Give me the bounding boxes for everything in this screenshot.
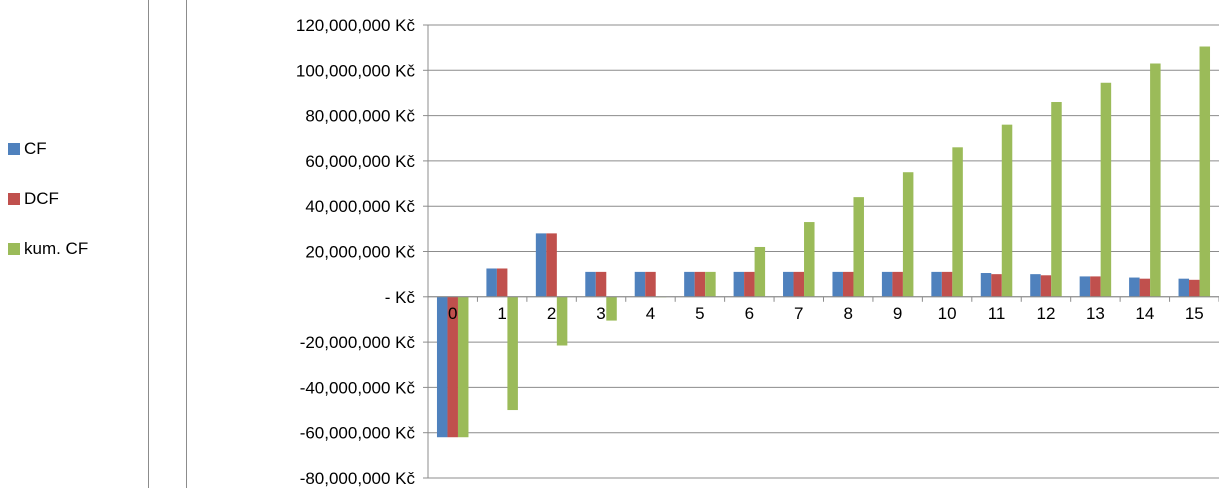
bar-cf [1030, 274, 1041, 297]
x-tick-label: 3 [596, 304, 605, 323]
x-tick-label: 2 [547, 304, 556, 323]
y-tick-label: -80,000,000 Kč [300, 469, 416, 488]
bar-dcf [1140, 279, 1151, 297]
y-tick-label: - Kč [385, 288, 416, 307]
y-tick-label: -40,000,000 Kč [300, 378, 416, 397]
x-tick-label: 7 [794, 304, 803, 323]
bar-kum-cf [755, 247, 766, 297]
bar-dcf [1189, 280, 1200, 297]
bar-kum-cf [1150, 64, 1161, 297]
bar-dcf [1041, 275, 1052, 297]
y-tick-label: 120,000,000 Kč [296, 16, 416, 35]
x-tick-label: 14 [1135, 304, 1154, 323]
bar-dcf [794, 272, 805, 297]
x-tick-label: 12 [1037, 304, 1056, 323]
bar-kum-cf [903, 172, 914, 297]
bar-dcf [843, 272, 854, 297]
x-tick-label: 5 [695, 304, 704, 323]
y-tick-label: -20,000,000 Kč [300, 333, 416, 352]
bar-kum-cf [507, 297, 518, 410]
bar-cf [882, 272, 893, 297]
x-tick-label: 15 [1185, 304, 1204, 323]
bar-kum-cf [1051, 102, 1062, 297]
bar-kum-cf [952, 147, 963, 296]
x-tick-label: 11 [988, 304, 1006, 323]
bar-dcf [942, 272, 953, 297]
bar-cf [536, 233, 547, 296]
bar-cf [783, 272, 794, 297]
x-tick-label: 13 [1086, 304, 1105, 323]
y-tick-label: 20,000,000 Kč [305, 243, 415, 262]
bar-dcf [596, 272, 607, 297]
bar-cf [585, 272, 596, 297]
bar-kum-cf [1002, 125, 1013, 297]
bar-dcf [744, 272, 755, 297]
bar-cf [981, 273, 992, 297]
bar-kum-cf [804, 222, 815, 297]
bar-kum-cf [458, 297, 469, 437]
x-tick-label: 1 [497, 304, 506, 323]
bar-kum-cf [557, 297, 568, 346]
bar-cf [684, 272, 695, 297]
y-tick-label: -60,000,000 Kč [300, 424, 416, 443]
y-tick-label: 60,000,000 Kč [305, 152, 415, 171]
bar-cf [1179, 279, 1190, 297]
x-tick-label: 6 [745, 304, 754, 323]
x-tick-label: 10 [938, 304, 957, 323]
x-tick-label: 4 [646, 304, 655, 323]
bar-dcf [991, 274, 1002, 297]
bar-dcf [1090, 276, 1101, 296]
bar-cf [931, 272, 942, 297]
bar-dcf [645, 272, 656, 297]
bar-kum-cf [1200, 47, 1211, 297]
bar-cf [635, 272, 646, 297]
bar-dcf [892, 272, 903, 297]
bar-kum-cf [606, 297, 617, 321]
bar-kum-cf [853, 197, 864, 297]
bar-dcf [695, 272, 706, 297]
bar-cf [1080, 276, 1091, 296]
bar-cf [1129, 278, 1140, 297]
bar-kum-cf [705, 272, 716, 297]
y-tick-label: 100,000,000 Kč [296, 61, 416, 80]
x-tick-label: 0 [448, 304, 457, 323]
y-tick-label: 80,000,000 Kč [305, 107, 415, 126]
bar-cf [486, 268, 497, 296]
bar-cf [832, 272, 843, 297]
bar-cf [734, 272, 745, 297]
x-tick-label: 8 [843, 304, 852, 323]
bar-dcf [497, 268, 508, 296]
bar-kum-cf [1101, 83, 1112, 297]
y-tick-label: 40,000,000 Kč [305, 197, 415, 216]
bar-dcf [546, 233, 557, 296]
bar-cf [437, 297, 448, 437]
x-tick-label: 9 [893, 304, 902, 323]
